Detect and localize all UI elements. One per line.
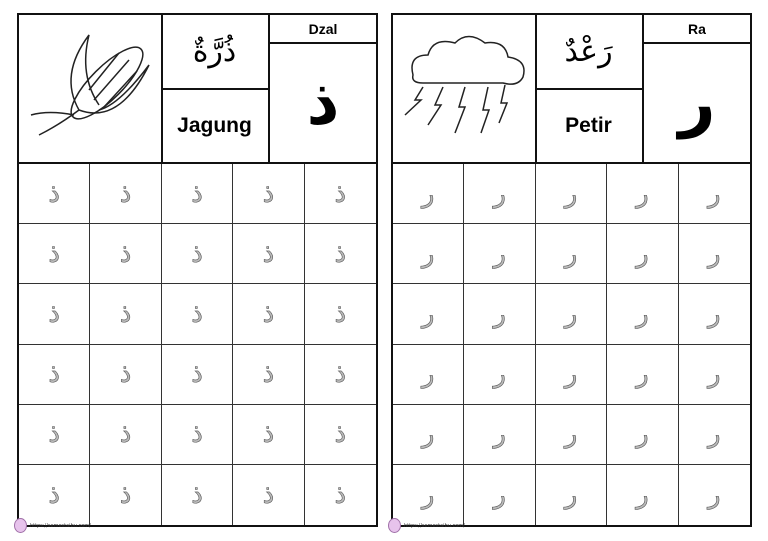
corn-image	[19, 15, 163, 162]
tracing-cell[interactable]: ذ	[233, 164, 305, 225]
logo-icon	[388, 518, 401, 533]
tracing-cell[interactable]: ذ	[162, 464, 234, 525]
tracing-cell[interactable]: ر	[607, 404, 679, 465]
arabic-word: ذُرَّةٌ	[161, 15, 270, 90]
tracing-cell[interactable]: ر	[393, 164, 465, 225]
tracing-cell[interactable]: ر	[535, 164, 608, 225]
tracing-cell[interactable]: ر	[464, 404, 536, 465]
tracing-cell[interactable]: ذ	[19, 404, 91, 465]
tracing-cell[interactable]: ذ	[304, 284, 376, 345]
tracing-cell[interactable]: ذ	[304, 164, 376, 225]
tracing-cell[interactable]: ر	[535, 224, 608, 285]
tracing-cell[interactable]: ذ	[161, 164, 234, 225]
letter-name: Dzal	[270, 15, 376, 44]
footer-url[interactable]: https://semestaibu.com/	[404, 522, 465, 529]
tracing-cell[interactable]: ذ	[161, 224, 234, 285]
tracing-cell[interactable]: ذ	[334, 479, 347, 511]
storm-cloud-icon	[404, 35, 525, 134]
tracing-cell[interactable]: ذ	[19, 344, 91, 405]
tracing-cell[interactable]: ذ	[19, 164, 91, 225]
tracing-cell[interactable]: ر	[393, 224, 465, 285]
tracing-cell[interactable]: ذ	[161, 404, 234, 465]
arabic-word: رَعْدٌ	[535, 15, 644, 90]
letter-large: ذ	[306, 66, 340, 140]
storm-image	[393, 15, 537, 162]
tracing-cell[interactable]: ر	[607, 284, 679, 345]
tracing-cell[interactable]: ر	[607, 344, 679, 405]
tracing-cell[interactable]: ذ	[90, 464, 162, 525]
tracing-cell[interactable]: ذ	[90, 224, 162, 285]
footer: https://semestaibu.com/	[388, 518, 465, 533]
tracing-cell[interactable]: ر	[535, 404, 608, 465]
tracing-cell[interactable]: ر	[393, 284, 465, 345]
corn-icon	[30, 34, 150, 136]
tracing-cell[interactable]: ر	[678, 345, 750, 405]
tracing-cell[interactable]: ذ	[233, 284, 305, 345]
footer: https://semestaibu.com/	[14, 518, 91, 533]
tracing-cell[interactable]: ر	[536, 464, 608, 525]
tracing-cell[interactable]: ر	[393, 344, 465, 405]
tracing-cell[interactable]: ر	[678, 405, 750, 465]
tracing-cell[interactable]: ر	[464, 284, 536, 345]
tracing-cell[interactable]: ر	[678, 224, 750, 285]
tracing-cell[interactable]: ذ	[90, 164, 162, 225]
tracing-cell[interactable]: ر	[464, 344, 536, 405]
tracing-cell[interactable]: ذ	[19, 224, 91, 285]
tracing-cell[interactable]: ر	[464, 164, 536, 225]
tracing-cell[interactable]: ر	[535, 344, 608, 405]
tracing-cell[interactable]: ذ	[304, 224, 376, 285]
tracing-cell[interactable]: ذ	[90, 344, 162, 405]
tracing-cell[interactable]: ر	[464, 224, 536, 285]
tracing-cell[interactable]: ذ	[304, 345, 376, 405]
tracing-cell[interactable]: ذ	[90, 284, 162, 345]
footer-url[interactable]: https://semestaibu.com/	[30, 522, 91, 529]
tracing-cell[interactable]: ذ	[161, 344, 234, 405]
tracing-cell[interactable]: ذ	[161, 284, 234, 345]
word-label: Petir	[535, 90, 644, 162]
tracing-cell[interactable]: ر	[607, 164, 679, 225]
word-label: Jagung	[161, 90, 270, 162]
tracing-cell[interactable]: ذ	[233, 224, 305, 285]
worksheet-header: ذُرَّةٌ Jagung Dzal ذ	[19, 15, 376, 164]
tracing-cell[interactable]: ذ	[19, 464, 91, 525]
tracing-cell[interactable]: ر	[607, 464, 679, 525]
tracing-cell[interactable]: ر	[535, 284, 608, 345]
letter-name: Ra	[644, 15, 750, 44]
tracing-cell[interactable]: ر	[607, 224, 679, 285]
worksheet-header: رَعْدٌ Petir Ra ر	[393, 15, 750, 164]
tracing-cell[interactable]: ذ	[90, 404, 162, 465]
tracing-cell[interactable]: ذ	[233, 464, 305, 525]
tracing-cell[interactable]: ر	[464, 464, 536, 525]
tracing-cell[interactable]: ذ	[304, 405, 376, 465]
tracing-cell[interactable]: ذ	[233, 404, 305, 465]
letter-large: ر	[678, 66, 716, 140]
logo-icon	[14, 518, 27, 533]
tracing-cell[interactable]: ر	[393, 464, 465, 525]
tracing-cell[interactable]: ر	[678, 284, 750, 345]
tracing-cell[interactable]: ذ	[233, 344, 305, 405]
tracing-cell[interactable]: ر	[708, 479, 721, 511]
tracing-cell[interactable]: ر	[393, 404, 465, 465]
tracing-cell[interactable]: ذ	[19, 284, 91, 345]
tracing-cell[interactable]: ر	[678, 164, 750, 225]
